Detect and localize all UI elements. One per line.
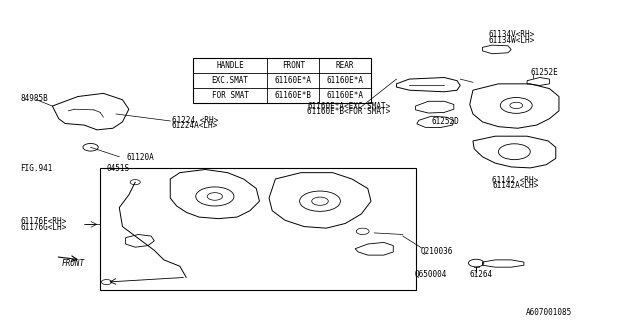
Text: 61224A<LH>: 61224A<LH> xyxy=(172,121,218,130)
Text: FRONT: FRONT xyxy=(62,259,85,268)
Text: 61176G<LH>: 61176G<LH> xyxy=(20,223,67,232)
Text: 61134W<LH>: 61134W<LH> xyxy=(489,36,535,44)
Text: 61160E*A: 61160E*A xyxy=(326,91,364,100)
Text: 61142A<LH>: 61142A<LH> xyxy=(492,181,538,190)
Text: 61160E*A: 61160E*A xyxy=(275,76,312,85)
Bar xyxy=(193,59,371,103)
Text: 61176F<RH>: 61176F<RH> xyxy=(20,217,67,226)
Text: 61160E*A<EXC.SMAT>: 61160E*A<EXC.SMAT> xyxy=(307,102,390,111)
Text: 61264: 61264 xyxy=(470,270,493,279)
Text: 61120A: 61120A xyxy=(127,153,155,162)
Text: Q650004: Q650004 xyxy=(414,270,447,279)
Text: FRONT: FRONT xyxy=(282,61,305,70)
Text: FIG.941: FIG.941 xyxy=(20,164,53,173)
Text: Q210036: Q210036 xyxy=(420,246,453,255)
Text: 84985B: 84985B xyxy=(20,94,48,103)
Text: HANDLE: HANDLE xyxy=(216,61,244,70)
Text: 61142 <RH>: 61142 <RH> xyxy=(492,176,538,185)
Text: 61252D: 61252D xyxy=(431,117,460,126)
Text: REAR: REAR xyxy=(336,61,355,70)
Text: A607001085: A607001085 xyxy=(525,308,572,317)
Text: 61160E*B<FOR SMAT>: 61160E*B<FOR SMAT> xyxy=(307,107,390,116)
Text: 61160E*B: 61160E*B xyxy=(275,91,312,100)
Bar xyxy=(100,168,415,290)
Text: 61224 <RH>: 61224 <RH> xyxy=(172,116,218,124)
Text: 61252E: 61252E xyxy=(531,68,558,77)
Text: 0451S: 0451S xyxy=(106,164,130,173)
Text: 61160E*A: 61160E*A xyxy=(326,76,364,85)
Text: FOR SMAT: FOR SMAT xyxy=(212,91,248,100)
Text: EXC.SMAT: EXC.SMAT xyxy=(212,76,248,85)
Text: 61134V<RH>: 61134V<RH> xyxy=(489,30,535,39)
